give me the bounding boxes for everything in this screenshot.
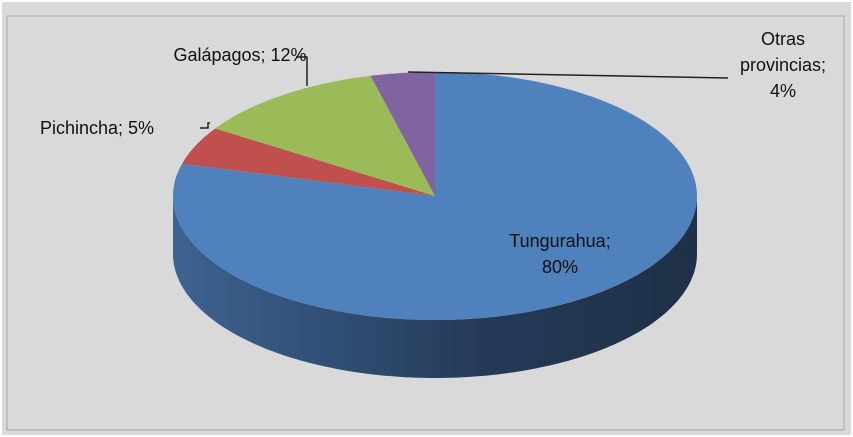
leader-line xyxy=(407,71,729,79)
slice xyxy=(182,128,435,196)
slices xyxy=(173,72,697,378)
plot-border xyxy=(6,15,845,431)
data-label: Galápagos; 12% xyxy=(173,45,307,65)
slice-side xyxy=(173,196,697,378)
slice xyxy=(215,75,435,196)
data-label: Tungurahua; 80% xyxy=(509,231,611,277)
leader-line xyxy=(296,56,308,86)
data-label: Otras provincias; 4% xyxy=(739,29,827,101)
data-label: Pichincha; 5% xyxy=(40,118,155,138)
slice xyxy=(370,72,435,196)
leader-line xyxy=(200,122,210,129)
